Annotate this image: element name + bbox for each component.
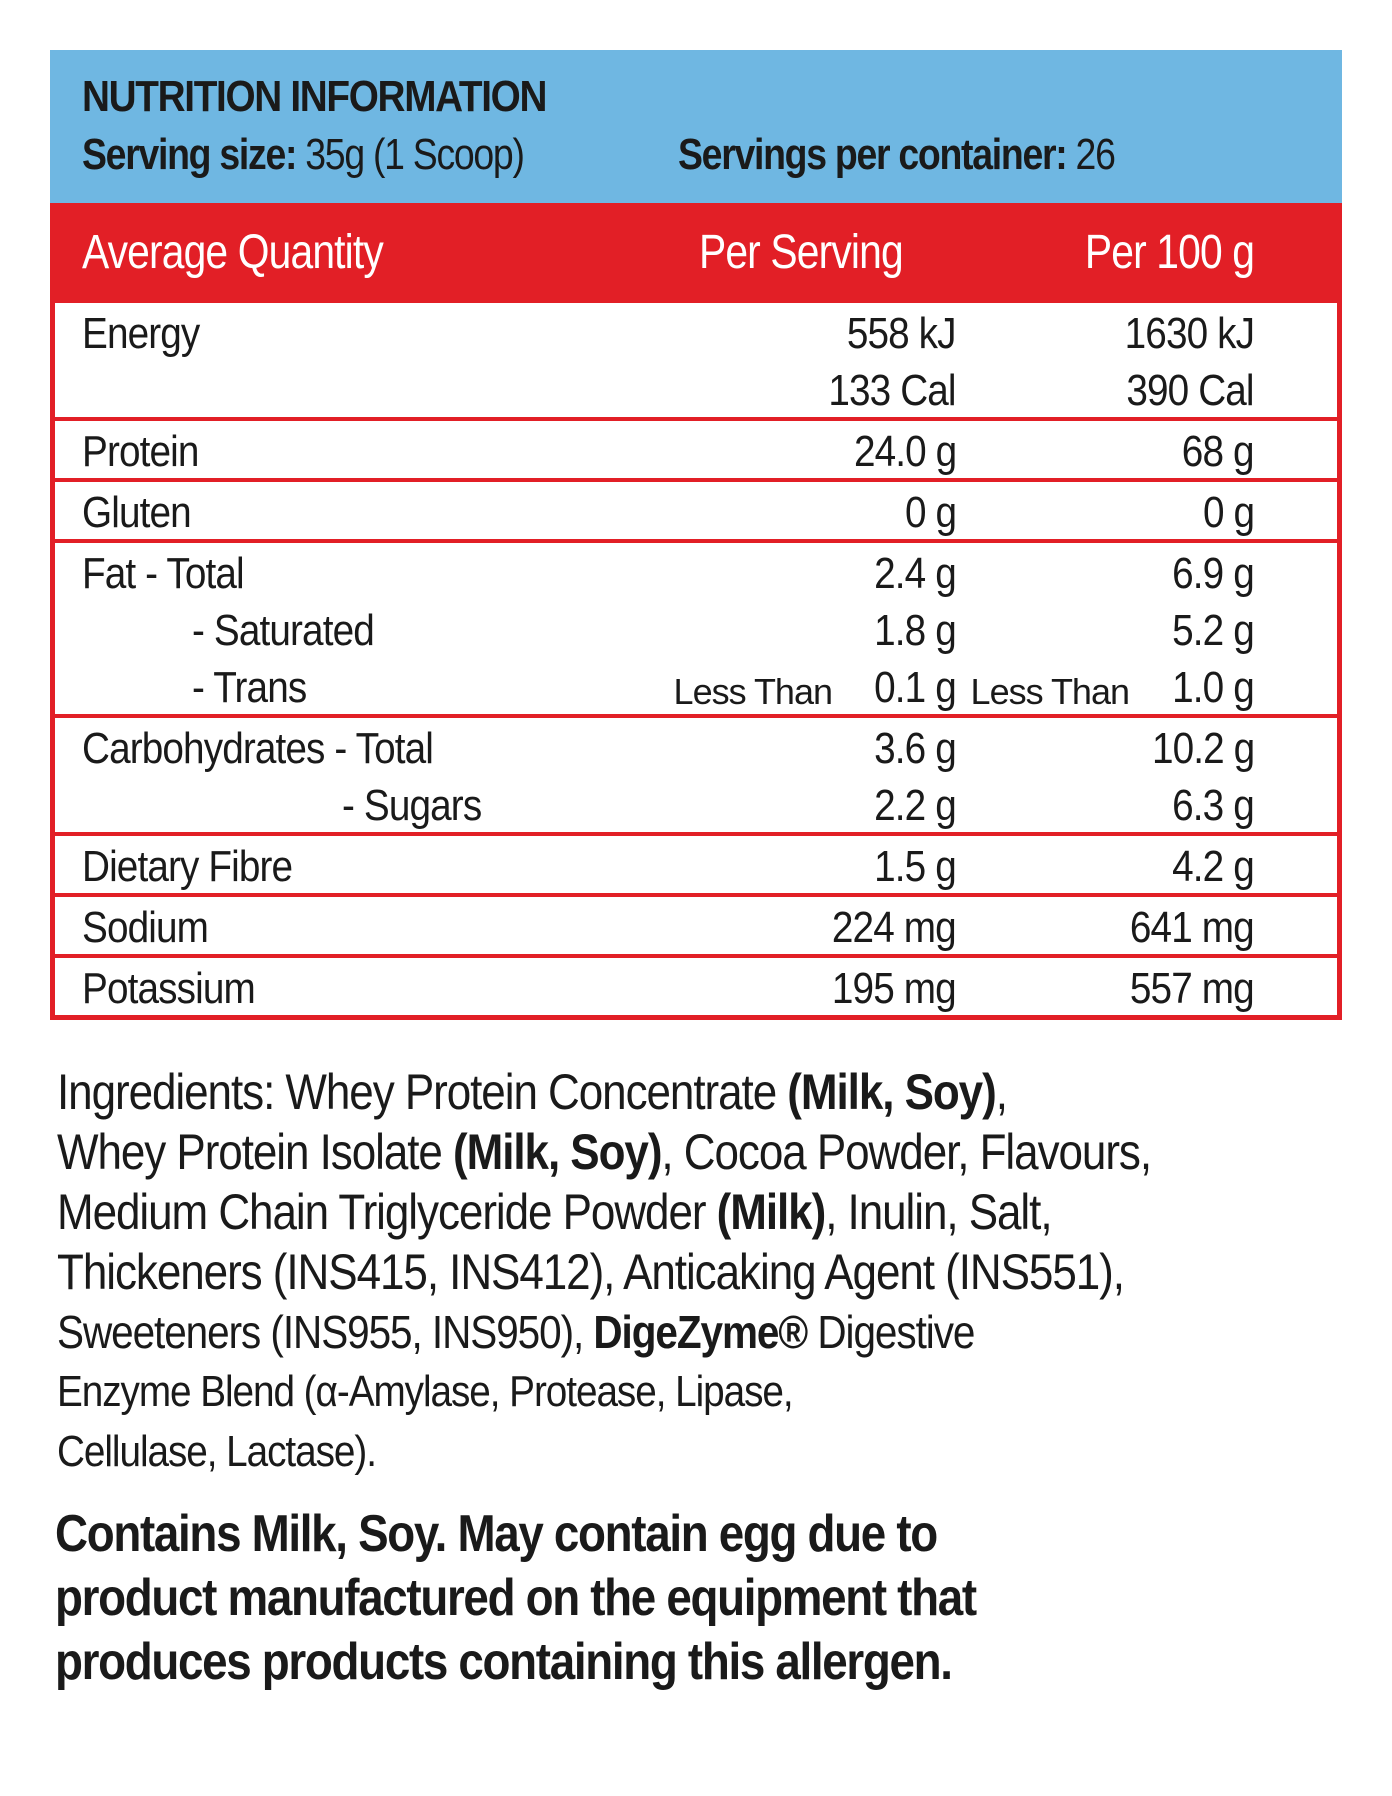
table-line: Gluten 0 g 0 g — [55, 482, 1337, 539]
per-100g-value: 68 g — [1182, 427, 1255, 476]
ingredients-text: Cellulase, Lactase). — [57, 1427, 377, 1476]
table-line: Protein 24.0 g 68 g — [55, 421, 1337, 478]
col-per-serving: Per Serving — [699, 226, 904, 279]
allergen-bold: (Milk) — [716, 1184, 827, 1240]
nutrient-label: Dietary Fibre — [82, 842, 293, 891]
per-serving-value: 1.5 g — [874, 842, 957, 891]
table-row: Gluten 0 g 0 g — [55, 478, 1337, 539]
table-row: Potassium 195 mg 557 mg — [55, 954, 1337, 1015]
ingredients-text: Thickeners (INS415, INS412), Anticaking … — [57, 1244, 1125, 1300]
allergen-line: product manufactured on the equipment th… — [55, 1569, 977, 1627]
table-line: Carbohydrates - Total 3.6 g 10.2 g — [55, 718, 1337, 775]
per-serving-value: 0 g — [904, 488, 957, 537]
table-line: Energy 558 kJ 1630 kJ — [55, 303, 1337, 360]
allergen-bold: (Milk, Soy) — [453, 1124, 662, 1180]
allergen-line: produces products containing this allerg… — [55, 1633, 953, 1691]
brand-bold: DigeZyme® — [593, 1306, 808, 1358]
ingredients-text: Whey Protein Isolate — [57, 1124, 454, 1180]
per-serving-value: 224 mg — [832, 903, 957, 952]
nutrient-label: Protein — [82, 427, 199, 476]
serving-size-value: 35g (1 Scoop) — [305, 130, 525, 179]
allergen-line: Contains Milk, Soy. May contain egg due … — [55, 1505, 938, 1563]
table-line: Dietary Fibre 1.5 g 4.2 g — [55, 836, 1337, 893]
per-100g-value: 6.3 g — [1172, 781, 1255, 830]
per-serving-value: 24.0 g — [853, 427, 957, 476]
nutrient-label: Sodium — [82, 903, 209, 952]
per-100g-value: 557 mg — [1130, 964, 1255, 1013]
servings-label: Servings per container: — [678, 130, 1068, 179]
per-serving-value: 2.2 g — [874, 781, 957, 830]
nutrient-label: - Saturated — [192, 606, 375, 655]
per-100g-value: 4.2 g — [1172, 842, 1255, 891]
ingredients-text: Enzyme Blend (α-Amylase, Protease, Lipas… — [57, 1367, 794, 1416]
table-row: Fat - Total 2.4 g 6.9 g - Saturated 1.8 g 5.2… — [55, 539, 1337, 714]
table-line: Fat - Total 2.4 g 6.9 g — [55, 543, 1337, 600]
table-row: Carbohydrates - Total 3.6 g 10.2 g- Sugars… — [55, 714, 1337, 832]
table-row: Energy 558 kJ 1630 kJ 133 Cal 390 Cal — [55, 303, 1337, 417]
nutrient-label: - Trans — [192, 663, 307, 712]
ingredients-text: Medium Chain Triglyceride Powder — [57, 1184, 717, 1240]
nutrient-label: Fat - Total — [82, 549, 245, 598]
per-100g-value: 0 g — [1202, 488, 1255, 537]
per-serving-value: 195 mg — [832, 964, 957, 1013]
per-serving-value: 3.6 g — [874, 724, 957, 773]
per-serving-value: 558 kJ — [847, 309, 957, 358]
per-100g-value: 641 mg — [1130, 903, 1255, 952]
serving-size-label: Serving size: — [82, 130, 297, 179]
nutrient-label: Potassium — [82, 964, 256, 1013]
nutrient-label: - Sugars — [342, 781, 482, 830]
nutrition-table: Energy 558 kJ 1630 kJ 133 Cal 390 Cal Protein… — [50, 303, 1342, 1020]
table-line: Potassium 195 mg 557 mg — [55, 958, 1337, 1015]
servings-value: 26 — [1075, 130, 1116, 179]
nutrition-panel: NUTRITION INFORMATION Serving size: 35g … — [50, 50, 1342, 1020]
ingredients-text: , Inulin, Salt, — [825, 1184, 1052, 1240]
panel-title: NUTRITION INFORMATION — [82, 72, 547, 121]
serving-size: Serving size: 35g (1 Scoop) — [82, 130, 525, 180]
table-line: - Trans 0.1 g 1.0 g Less Than Less Than — [55, 657, 1337, 714]
per-serving-value: 1.8 g — [874, 606, 957, 655]
column-header: Average Quantity Per Serving Per 100 g — [50, 203, 1342, 303]
table-line: 133 Cal 390 Cal — [55, 360, 1337, 417]
allergen-statement: Contains Milk, Soy. May contain egg due … — [55, 1502, 977, 1694]
servings-per-container: Servings per container: 26 — [678, 130, 1116, 180]
nutrient-label: Energy — [82, 309, 200, 358]
table-row: Sodium 224 mg 641 mg — [55, 893, 1337, 954]
per-100g-value: 1.0 g — [1172, 663, 1255, 712]
ingredients-text: Sweeteners (INS955, INS950), — [57, 1306, 594, 1358]
col-average-quantity: Average Quantity — [82, 226, 384, 279]
table-line: Sodium 224 mg 641 mg — [55, 897, 1337, 954]
table-line: - Saturated 1.8 g 5.2 g — [55, 600, 1337, 657]
per-serving-value: 2.4 g — [874, 549, 957, 598]
col-per-100g: Per 100 g — [1084, 226, 1255, 279]
ingredients-text: Ingredients: Whey Protein Concentrate — [57, 1064, 788, 1120]
nutrition-header: NUTRITION INFORMATION Serving size: 35g … — [50, 50, 1342, 203]
less-than-label: Less Than — [673, 671, 833, 712]
ingredients-text: , Cocoa Powder, Flavours, — [661, 1124, 1152, 1180]
per-100g-value: 6.9 g — [1172, 549, 1255, 598]
nutrient-label: Carbohydrates - Total — [82, 724, 434, 773]
nutrient-label: Gluten — [82, 488, 192, 537]
less-than-label: Less Than — [970, 671, 1130, 712]
ingredients-text: , — [995, 1064, 1008, 1120]
per-100g-value: 1630 kJ — [1124, 309, 1255, 358]
per-100g-value: 5.2 g — [1172, 606, 1255, 655]
per-100g-value: 390 Cal — [1126, 366, 1255, 415]
ingredients: Ingredients: Whey Protein Concentrate (M… — [57, 1062, 1219, 1482]
table-row: Protein 24.0 g 68 g — [55, 417, 1337, 478]
table-row: Dietary Fibre 1.5 g 4.2 g — [55, 832, 1337, 893]
table-line: - Sugars 2.2 g 6.3 g — [55, 775, 1337, 832]
ingredients-text: Digestive — [807, 1306, 975, 1358]
per-100g-value: 10.2 g — [1151, 724, 1255, 773]
per-serving-value: 0.1 g — [874, 663, 957, 712]
per-serving-value: 133 Cal — [828, 366, 957, 415]
allergen-bold: (Milk, Soy) — [787, 1064, 996, 1120]
